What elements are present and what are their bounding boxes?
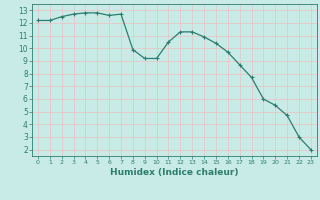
X-axis label: Humidex (Indice chaleur): Humidex (Indice chaleur) — [110, 168, 239, 177]
